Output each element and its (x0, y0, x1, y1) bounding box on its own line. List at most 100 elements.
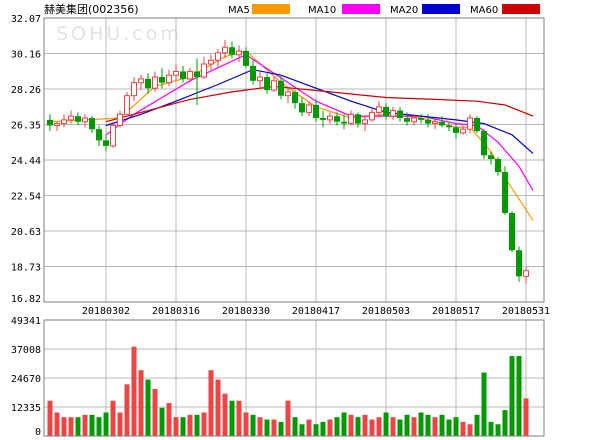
volume-bar (180, 417, 186, 436)
candle (173, 63, 179, 81)
candle-body (348, 113, 354, 125)
stock-name: 赫美集团 (44, 2, 88, 16)
volume-bar (173, 417, 179, 436)
candle (446, 121, 452, 132)
candle (390, 106, 396, 120)
volume-bar (397, 419, 403, 436)
candle (383, 103, 389, 120)
volume-bar (306, 419, 312, 436)
candle (285, 86, 291, 104)
volume-bar (243, 412, 249, 436)
volume-bar (425, 414, 431, 436)
volume-bar (481, 372, 487, 436)
candle-body (166, 74, 172, 84)
candle (61, 114, 67, 128)
volume-bar (229, 400, 235, 436)
price-tick-label: 20.63 (11, 227, 41, 238)
price-tick-label: 30.16 (11, 50, 41, 61)
candle (68, 110, 74, 124)
candle (271, 77, 277, 92)
candle (467, 114, 473, 133)
date-tick-label: 20180302 (82, 306, 130, 317)
volume-bar (278, 421, 284, 436)
date-tick-label: 20180417 (292, 306, 340, 317)
candle-body (439, 121, 445, 126)
candle (229, 41, 235, 59)
volume-bar (89, 414, 95, 436)
volume-bar (138, 370, 144, 436)
ma5-line (49, 50, 534, 221)
ma60-line (105, 85, 534, 123)
legend-ma20-label: MA20 (390, 5, 418, 16)
candle-body (467, 117, 473, 130)
candle (131, 77, 137, 102)
candle (47, 114, 53, 132)
candle-body (271, 80, 277, 91)
candle (516, 246, 522, 282)
volume-bar (257, 417, 263, 436)
candle (369, 108, 375, 122)
candle-body (250, 65, 256, 81)
candle (215, 49, 221, 68)
candle-body (404, 118, 410, 122)
volume-bar (446, 419, 452, 436)
candle (397, 106, 403, 122)
candle (159, 67, 165, 89)
candle (320, 110, 326, 128)
candle (187, 67, 193, 83)
candle (194, 58, 200, 105)
price-tick-label: 18.73 (11, 263, 41, 274)
candle (348, 110, 354, 126)
candle-body (208, 59, 214, 65)
grid (44, 18, 544, 436)
volume-bar (271, 419, 277, 436)
volume-bar (201, 412, 207, 436)
candle-body (124, 95, 130, 115)
volume-bar (236, 400, 242, 436)
candle-body (306, 104, 312, 113)
volume-bar (285, 400, 291, 436)
candle-body (516, 250, 522, 277)
volume-bar (264, 419, 270, 436)
price-axis: 32.07 30.16 28.26 26.35 24.44 22.54 20.63 18.73… (11, 14, 41, 305)
volume-tick-label: 49341 (11, 316, 41, 327)
ma10-line (105, 54, 534, 191)
candle-body (222, 46, 228, 54)
volume-bar (467, 424, 473, 436)
candle-body (299, 103, 305, 113)
volume-bar (383, 412, 389, 436)
volume-tick-label: 0 (35, 427, 41, 438)
date-tick-label: 20180531 (502, 306, 550, 317)
candle (180, 65, 186, 83)
candle-body (313, 104, 319, 119)
candle-body (75, 116, 81, 122)
chart-frames (43, 17, 545, 437)
volume-bar (215, 379, 221, 436)
volume-bar (96, 417, 102, 436)
candle-body (173, 70, 179, 76)
volume-bar (152, 388, 158, 436)
volume-bar (68, 417, 74, 436)
candle (376, 101, 382, 117)
candle-body (383, 106, 389, 117)
candle (362, 116, 368, 132)
legend-ma10-label: MA10 (308, 5, 336, 16)
volume-bar (516, 356, 522, 436)
candle-body (187, 70, 193, 80)
candle-body (495, 158, 501, 173)
candle-body (446, 125, 452, 128)
volume-bar (131, 346, 137, 436)
legend: MA5 MA10 MA20 MA60 (228, 4, 540, 16)
date-tick-label: 20180517 (432, 306, 480, 317)
candle (523, 266, 529, 284)
volume-bar (82, 414, 88, 436)
volume-tick-label: 12335 (11, 403, 41, 414)
price-tick-label: 32.07 (11, 14, 41, 25)
candle (250, 60, 256, 85)
volume-bar (222, 393, 228, 436)
candle (103, 134, 109, 152)
volume-bar (390, 417, 396, 436)
candle-body (145, 78, 151, 89)
price-tick-label: 24.44 (11, 156, 41, 167)
